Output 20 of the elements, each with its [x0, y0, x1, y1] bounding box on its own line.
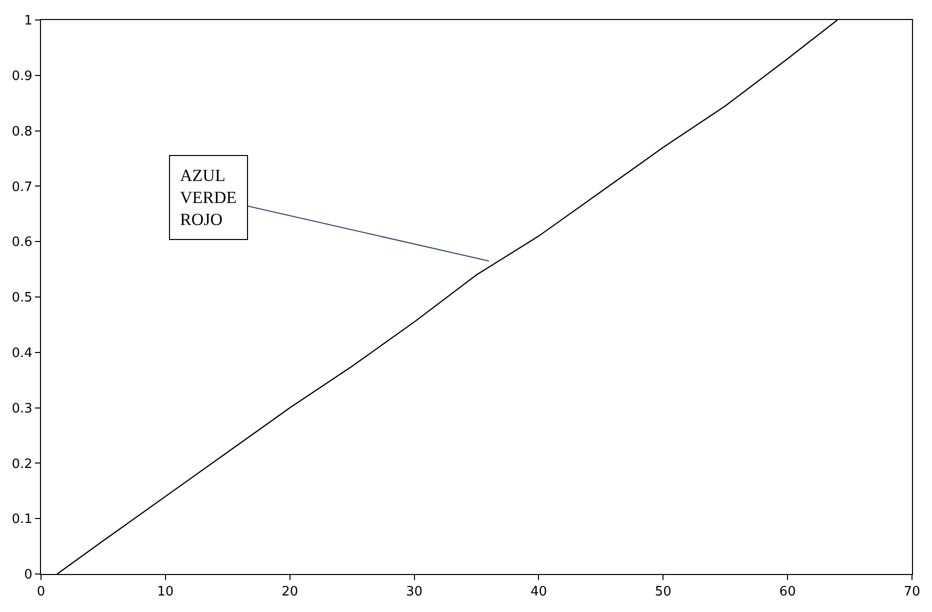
x-tick-label: 20 — [282, 584, 298, 600]
y-tick-label: 0.2 — [12, 456, 32, 472]
x-tick-label: 60 — [779, 584, 796, 600]
y-tick-label: 0.7 — [12, 180, 32, 195]
y-tick-label: 1 — [24, 14, 32, 29]
y-tick-label: 0.6 — [12, 235, 32, 250]
x-tick-label: 30 — [406, 584, 423, 600]
y-tick-label: 0.1 — [12, 512, 32, 528]
x-tick-label: 0 — [36, 584, 46, 600]
x-tick-label: 40 — [530, 584, 547, 600]
x-tick-label: 10 — [157, 584, 174, 600]
y-tick-label: 0.4 — [12, 346, 32, 361]
y-tick-label: 0 — [24, 568, 32, 583]
annotation: AZUL VERDE ROJO — [180, 166, 237, 230]
y-tick-label: 0.3 — [12, 401, 32, 416]
y-tick-label: 0.9 — [12, 68, 32, 84]
x-tick-label: 70 — [904, 584, 920, 600]
y-tick-label: 0.5 — [12, 290, 32, 306]
x-tick-label: 50 — [654, 584, 672, 600]
y-tick-label: 0.8 — [12, 124, 32, 140]
